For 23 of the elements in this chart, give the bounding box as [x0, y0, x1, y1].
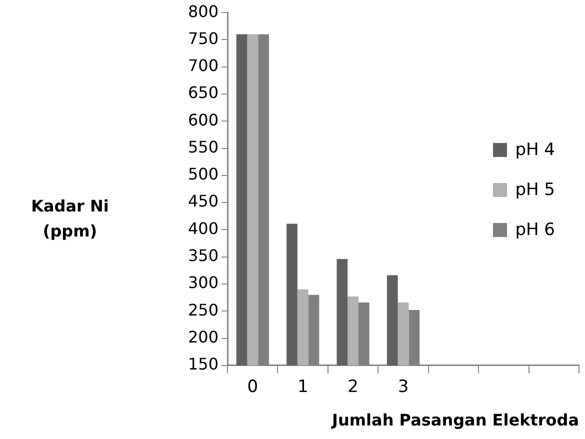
y-tick-label: 200 [188, 327, 219, 346]
y-tick-label: 700 [188, 56, 219, 76]
y-tick-label: 400 [188, 218, 219, 238]
y-tick-label: 300 [188, 273, 219, 292]
x-tick-label: 2 [348, 377, 358, 398]
y-tick-label: 800 [188, 2, 219, 21]
y-tick-label: 500 [188, 164, 219, 184]
x-tick-label: 0 [247, 377, 258, 398]
y-tick-label: 350 [188, 246, 219, 265]
y-tick-label: 150 [188, 354, 219, 374]
y-tick-label: 650 [188, 83, 219, 102]
x-axis-title: Jumlah Pasangan Elektroda [331, 410, 579, 430]
legend-label: pH 6 [515, 220, 555, 240]
legend-label: pH 5 [515, 180, 555, 200]
y-tick-label: 450 [188, 192, 219, 211]
x-tick-label: 3 [398, 377, 409, 398]
y-tick-label: 250 [188, 300, 219, 320]
y-tick-label: 600 [188, 110, 219, 130]
y-tick-label: 750 [188, 28, 219, 48]
y-tick-label: 550 [188, 137, 219, 156]
x-tick-label: 1 [297, 377, 308, 398]
legend-label: pH 4 [515, 140, 555, 160]
y-axis-title: Kadar Ni (ppm) [31, 196, 109, 241]
